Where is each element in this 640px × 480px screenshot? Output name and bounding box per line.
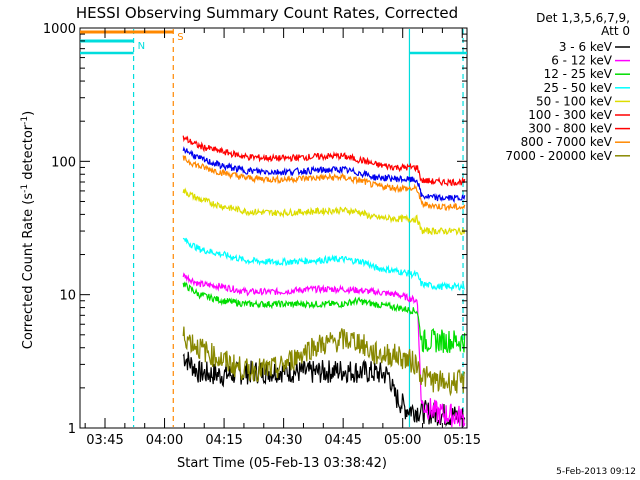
legend-label: 50 - 100 keV — [536, 94, 613, 108]
series-group — [182, 135, 466, 429]
legend-label: 7000 - 20000 keV — [505, 149, 612, 163]
series-line — [182, 155, 466, 212]
y-tick-label: 1 — [68, 422, 76, 437]
x-tick-label: 03:45 — [86, 433, 123, 448]
plot-frame — [79, 27, 468, 429]
y-axis-label-end: ) — [21, 111, 36, 116]
flag-label: S — [177, 32, 183, 43]
flag-label: N — [138, 41, 145, 52]
y-axis-ticks: 1 10 100 1000 — [43, 22, 467, 437]
y-axis-label-sup2: -1 — [20, 116, 30, 125]
legend-label: 6 - 12 keV — [551, 54, 613, 68]
x-axis-ticks: 03:45 04:00 04:15 04:30 04:45 05:00 05:15 — [84, 28, 481, 448]
x-tick-label: 05:00 — [384, 433, 421, 448]
chart-title: HESSI Observing Summary Count Rates, Cor… — [76, 4, 458, 22]
legend-label: 100 - 300 keV — [528, 108, 612, 122]
x-tick-label: 04:30 — [265, 433, 302, 448]
y-axis-label-main: Corrected Count Rate (s — [21, 193, 36, 350]
flag-bars: NS — [80, 30, 184, 52]
legend-label: 12 - 25 keV — [544, 67, 613, 81]
series-line — [182, 272, 466, 429]
legend-label: 25 - 50 keV — [544, 81, 613, 95]
timestamp: 5-Feb-2013 09:12 — [556, 467, 636, 477]
legend-header-1: Det 1,3,5,6,7,9, — [536, 11, 630, 25]
x-tick-label: 04:00 — [146, 433, 183, 448]
y-tick-label: 100 — [51, 155, 76, 170]
series-line — [182, 351, 466, 428]
x-tick-label: 04:15 — [205, 433, 242, 448]
series-line — [182, 326, 466, 397]
y-axis-label-sup1: -1 — [20, 184, 30, 193]
series-line — [182, 237, 466, 292]
x-tick-label: 04:45 — [324, 433, 361, 448]
y-axis-label-mid: detector — [21, 124, 36, 184]
y-axis-label: Corrected Count Rate (s-1 detector-1) — [20, 111, 36, 349]
legend-header-2: Att 0 — [601, 24, 630, 38]
x-tick-label: 05:15 — [444, 433, 481, 448]
series-line — [182, 135, 466, 187]
x-axis-label: Start Time (05-Feb-13 03:38:42) — [177, 456, 387, 471]
series-line — [182, 187, 466, 236]
legend-label: 300 - 800 keV — [528, 122, 612, 136]
y-tick-label: 1000 — [43, 22, 76, 37]
series-line — [182, 146, 466, 204]
legend-label: 3 - 6 keV — [559, 40, 613, 54]
series-line — [182, 281, 466, 354]
marker-lines — [80, 29, 467, 427]
y-tick-label: 10 — [59, 289, 76, 304]
legend-label: 800 - 7000 keV — [521, 135, 613, 149]
